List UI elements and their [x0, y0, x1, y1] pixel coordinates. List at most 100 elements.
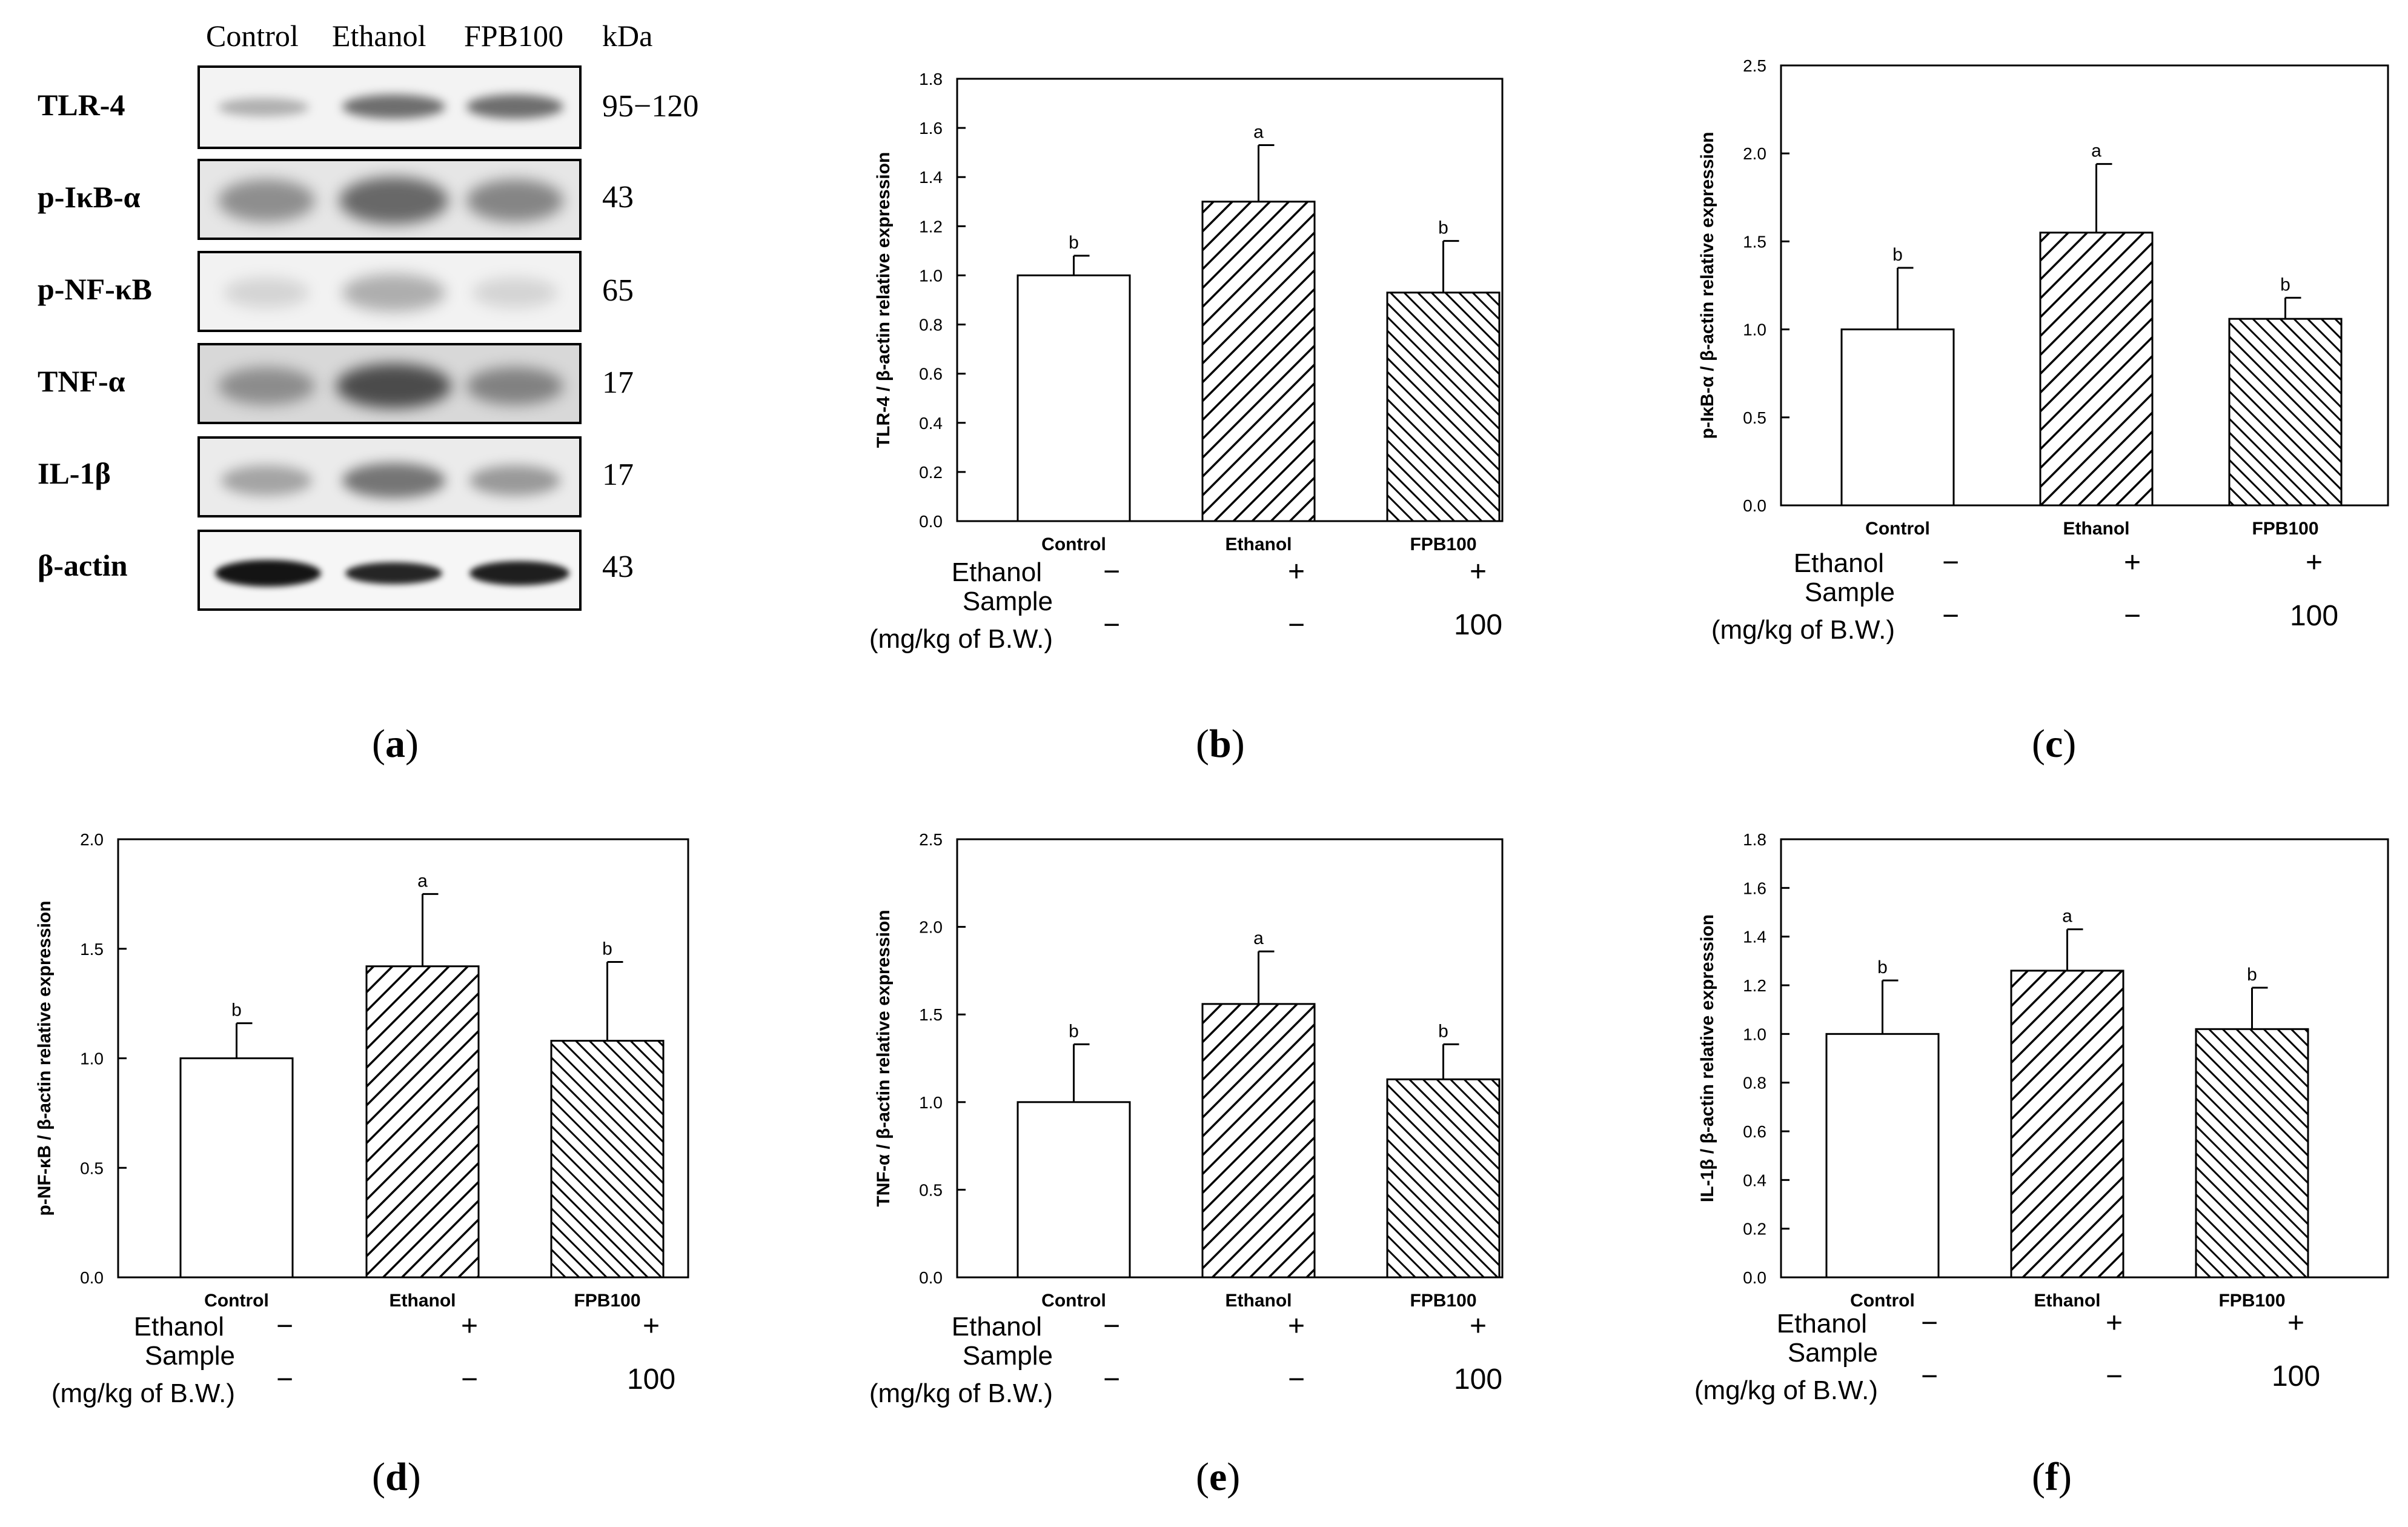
y-tick-label: 1.6 [919, 119, 943, 138]
ethanol-mark: + [2287, 1307, 2305, 1339]
kda-header: kDa [602, 19, 653, 53]
blot-strip [197, 530, 582, 611]
sample-mark: − [1920, 1360, 1939, 1392]
significance-letter: b [2247, 965, 2257, 985]
bar-ethanol [2010, 970, 2124, 1279]
y-tick-label: 2.5 [919, 830, 943, 849]
ethanol-row-label: Ethanol [951, 557, 1042, 587]
blot-strip [197, 343, 582, 424]
sample-mark: 100 [2271, 1360, 2321, 1392]
dose-unit-label: (mg/kg of B.W.) [869, 624, 1053, 654]
sample-mark: − [2105, 1360, 2123, 1392]
category-label: Ethanol [2063, 519, 2130, 539]
bar-control [1825, 1033, 1940, 1279]
y-tick-label: 0.5 [1743, 408, 1766, 427]
y-tick-label: 1.4 [919, 168, 943, 187]
y-tick-label: 2.5 [1743, 56, 1766, 75]
significance-letter: b [1877, 957, 1888, 977]
ethanol-mark: − [276, 1310, 294, 1342]
blot-strip [197, 436, 582, 517]
category-label: FPB100 [1410, 534, 1476, 554]
sample-mark: − [276, 1363, 294, 1396]
y-tick-label: 0.5 [919, 1180, 943, 1199]
ethanol-mark: + [1469, 1310, 1487, 1342]
y-tick-label: 1.5 [80, 940, 104, 959]
category-label: FPB100 [2218, 1291, 2285, 1311]
sample-mark: 100 [2289, 600, 2339, 632]
kda-value: 43 [602, 550, 634, 584]
panel-label-e: (e) [1196, 1455, 1241, 1499]
dose-unit-label: (mg/kg of B.W.) [869, 1379, 1053, 1408]
category-label: Control [1865, 519, 1930, 539]
y-tick-label: 0.0 [80, 1268, 104, 1287]
ethanol-mark: + [2123, 547, 2141, 579]
panel-label-b: (b) [1196, 722, 1245, 766]
chart-e: 0.0 0.5 1.0 1.5 2.0 2.5 TNF-α / β-actin relati… [874, 830, 1504, 1311]
significance-letter: a [2062, 907, 2072, 927]
protein-label: β-actin [38, 548, 128, 582]
category-label: Ethanol [1226, 1291, 1292, 1311]
dose-unit-label: (mg/kg of B.W.) [1711, 615, 1895, 645]
y-tick-label: 1.5 [1743, 232, 1766, 251]
y-tick-label: 1.8 [919, 70, 943, 88]
category-label: FPB100 [574, 1291, 640, 1311]
category-label: Ethanol [390, 1291, 456, 1311]
y-tick-label: 0.5 [80, 1159, 104, 1177]
y-tick-label: 0.2 [1743, 1220, 1766, 1239]
significance-letter: b [1069, 1021, 1079, 1041]
significance-letter: b [602, 939, 612, 959]
protein-label: p-IκB-α [38, 180, 141, 214]
ethanol-row-label: Ethanol [1793, 548, 1884, 578]
ethanol-row-label: Ethanol [133, 1312, 224, 1342]
y-tick-label: 2.0 [919, 918, 943, 937]
y-tick-label: 1.8 [1743, 830, 1766, 849]
y-tick-label: 0.0 [1743, 1268, 1766, 1287]
bar-control [1017, 274, 1131, 522]
category-label: Ethanol [2034, 1291, 2101, 1311]
sample-mark: − [1942, 600, 1960, 632]
protein-label: p-NF-κB [38, 272, 152, 306]
y-axis-label: TNF-α / β-actin relative expression [874, 910, 894, 1206]
chart-f: 0.0 0.2 0.4 0.6 0.8 1.0 1.2 1.4 1.6 1.8 IL-1β / β-… [1697, 830, 2389, 1311]
sample-mark: 100 [1453, 609, 1503, 641]
dose-unit-label: (mg/kg of B.W.) [51, 1379, 235, 1408]
y-tick-label: 1.5 [919, 1005, 943, 1024]
kda-value: 17 [602, 365, 634, 400]
blot-strip [197, 65, 582, 149]
kda-value: 95−120 [602, 89, 699, 124]
significance-letter: a [1253, 122, 1264, 142]
panel-label-d: (d) [372, 1455, 421, 1499]
sample-mark: − [1103, 1363, 1121, 1396]
y-tick-label: 1.0 [919, 1093, 943, 1112]
y-tick-label: 0.4 [919, 414, 943, 433]
bar-fpb100 [1386, 291, 1501, 522]
blot-strip [197, 159, 582, 240]
significance-letter: b [1892, 245, 1903, 265]
significance-letter: a [1253, 928, 1264, 948]
significance-letter: b [1069, 233, 1079, 253]
ethanol-mark: + [2305, 547, 2323, 579]
kda-value: 43 [602, 180, 634, 215]
y-tick-label: 0.6 [919, 365, 943, 384]
bar-control [1840, 328, 1955, 507]
sample-row-label: Sample [1787, 1338, 1878, 1368]
sample-row-label: Sample [962, 587, 1053, 616]
panel-label-c: (c) [2032, 722, 2077, 766]
kda-value: 17 [602, 457, 634, 492]
sample-mark: − [460, 1363, 479, 1396]
y-tick-label: 0.6 [1743, 1122, 1766, 1141]
ethanol-mark: − [1103, 556, 1121, 588]
y-axis-label: IL-1β / β-actin relative expression [1697, 914, 1717, 1202]
sample-mark: − [1287, 1363, 1305, 1396]
ethanol-mark: + [1287, 556, 1305, 588]
sample-row-label: Sample [144, 1341, 235, 1371]
y-tick-label: 0.4 [1743, 1171, 1766, 1189]
chart-d: 0.0 0.5 1.0 1.5 2.0 p-NF-κB / β-actin relativ… [35, 830, 689, 1311]
y-tick-label: 1.6 [1743, 879, 1766, 897]
ethanol-row-label: Ethanol [1776, 1309, 1867, 1339]
y-tick-label: 1.0 [919, 266, 943, 285]
y-tick-label: 0.0 [919, 512, 943, 531]
bar-ethanol [1201, 1003, 1316, 1279]
y-tick-label: 1.2 [919, 217, 943, 236]
chart-b: 0.0 0.2 0.4 0.6 0.8 1.0 1.2 1.4 1.6 1.8 TLR-4 / β-… [874, 70, 1504, 554]
